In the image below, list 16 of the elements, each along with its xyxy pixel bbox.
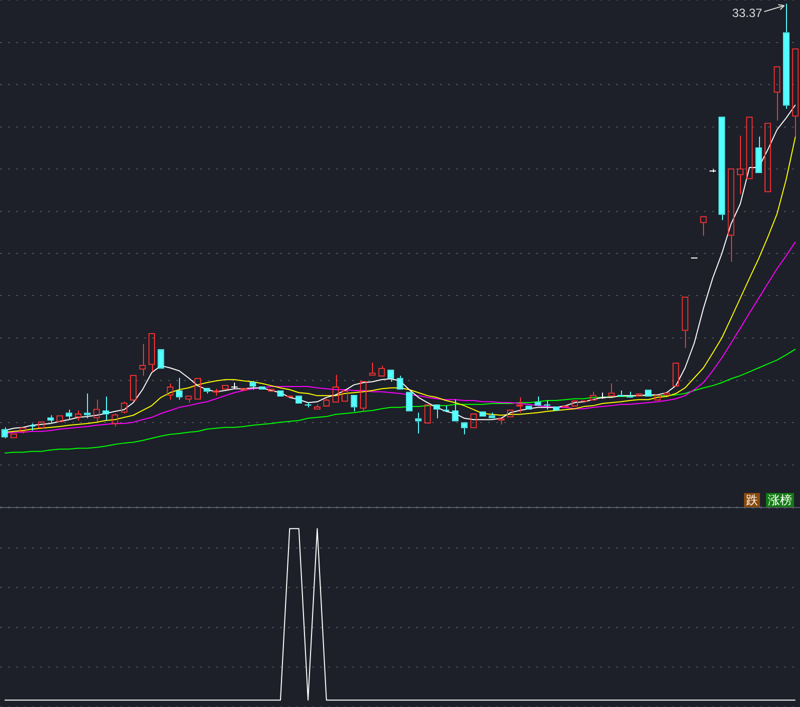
candlestick [461, 422, 468, 435]
candlestick [709, 170, 716, 173]
text: 涨榜 [766, 493, 794, 507]
candlestick [350, 394, 358, 412]
annotation: 33.37 [732, 6, 763, 20]
candlestick [488, 412, 496, 418]
candlestick [782, 3, 790, 110]
candlestick [755, 136, 762, 174]
candlestick [433, 404, 440, 419]
candlestick [718, 116, 726, 221]
text: 跌 [744, 493, 760, 507]
candlestick [66, 409, 72, 420]
candlestick [396, 375, 404, 390]
candlestick [102, 396, 110, 421]
candlestick [415, 412, 422, 434]
candlestick [47, 414, 54, 424]
